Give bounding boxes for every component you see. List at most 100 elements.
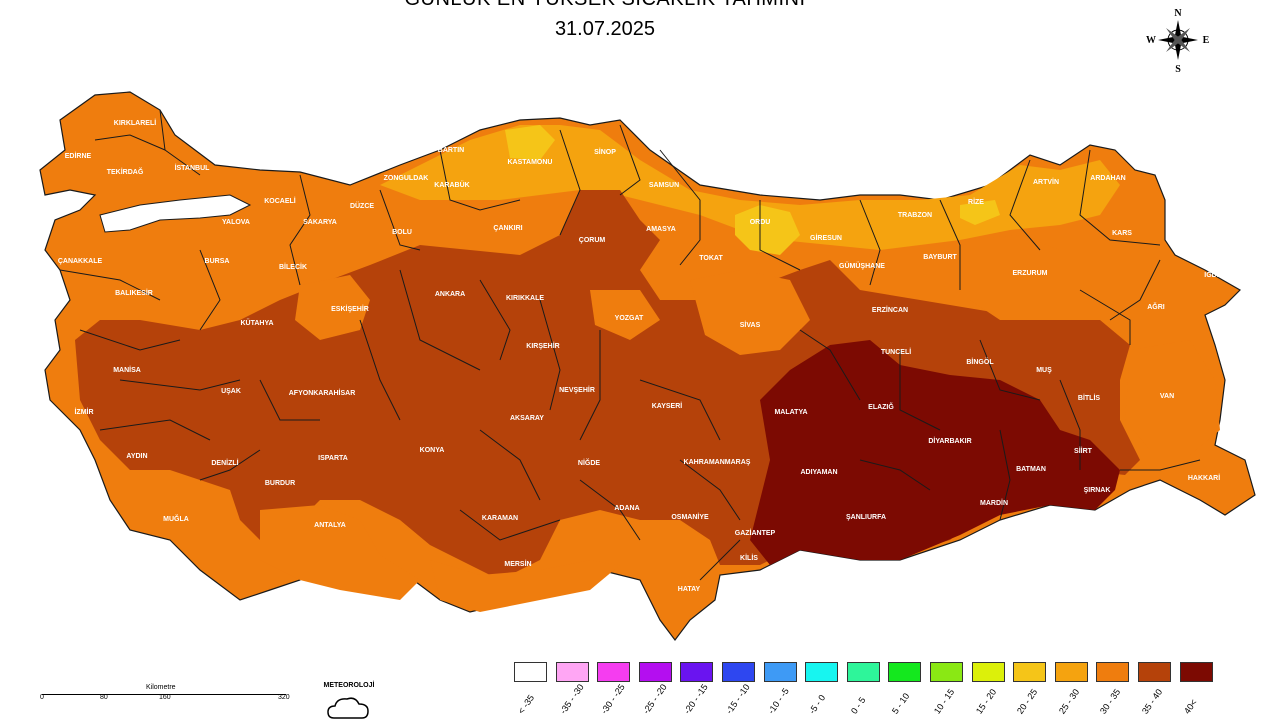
- province-label: SİNOP: [594, 148, 616, 156]
- province-label: KİLİS: [740, 554, 758, 562]
- legend-swatch: [846, 662, 880, 682]
- province-label: BOLU: [392, 229, 412, 236]
- province-label: AYDIN: [126, 453, 147, 460]
- patch-30-35-van: [1125, 340, 1220, 455]
- zone-20-25-kastamonu: [505, 125, 555, 160]
- logo-text: METEOROLOJİ: [323, 682, 375, 689]
- province-label: ÇANKIRI: [493, 225, 522, 232]
- province-label: RİZE: [968, 198, 984, 206]
- legend-swatch: [930, 662, 963, 682]
- province-label: AMASYA: [646, 226, 676, 233]
- province-label: BURSA: [205, 258, 230, 265]
- province-label: SİVAS: [740, 321, 761, 329]
- province-label: TEKİRDAĞ: [107, 167, 144, 176]
- province-label: KIRIKKALE: [506, 295, 544, 302]
- scale-line: [42, 694, 286, 695]
- legend-swatch: [514, 662, 547, 682]
- province-label: YALOVA: [222, 219, 250, 226]
- province-label: TRABZON: [898, 212, 932, 219]
- province-label: ORDU: [750, 219, 771, 226]
- province-label: KARAMAN: [482, 515, 518, 522]
- scale-tick-160: 160: [159, 694, 171, 701]
- patch-30-35-sivas: [690, 270, 810, 355]
- legend-swatch: [638, 662, 672, 682]
- province-label: BALIKESİR: [115, 289, 153, 297]
- scale-bar: Kilometre 0 80 160 320: [40, 684, 290, 714]
- province-label: MUĞLA: [163, 514, 189, 523]
- legend-swatch: [888, 662, 922, 682]
- province-label: KASTAMONU: [508, 159, 553, 166]
- province-label: KOCAELİ: [264, 197, 296, 205]
- compass-n: N: [1174, 8, 1182, 19]
- legend-swatch: [1179, 662, 1213, 682]
- province-label: MERSİN: [504, 560, 531, 568]
- province-label: GİRESUN: [810, 234, 842, 242]
- province-label: AFYONKARAHİSAR: [289, 389, 356, 397]
- province-label: ÇORUM: [579, 237, 606, 244]
- patch-30-35-antalya: [260, 505, 420, 600]
- province-label: MUŞ: [1036, 367, 1052, 374]
- legend-swatch: [971, 662, 1005, 682]
- province-label: BURDUR: [265, 480, 295, 487]
- province-label: ŞIRNAK: [1084, 487, 1111, 494]
- province-label: KONYA: [420, 447, 445, 454]
- province-label: SAKARYA: [303, 219, 337, 226]
- legend-swatch: [597, 662, 631, 682]
- province-label: ELAZIĞ: [868, 402, 894, 411]
- legend-swatch: [1013, 662, 1047, 682]
- legend-swatch: [1054, 662, 1088, 682]
- province-label: İSTANBUL: [175, 164, 211, 172]
- legend-swatch: [722, 662, 755, 682]
- province-label: DİYARBAKIR: [928, 437, 971, 445]
- province-label: KAYSERİ: [652, 402, 683, 410]
- province-label: DÜZCE: [350, 201, 374, 210]
- province-label: ÇANAKKALE: [58, 258, 103, 265]
- province-label: KARABÜK: [434, 180, 469, 189]
- province-label: EDİRNE: [65, 152, 92, 160]
- province-label: KARS: [1112, 230, 1132, 237]
- scale-title: Kilometre: [146, 684, 176, 691]
- patch-30-35-eskisehir: [295, 275, 370, 340]
- province-label: KIRKLARELİ: [114, 119, 156, 127]
- scale-tick-80: 80: [100, 694, 108, 701]
- province-label: BİLECİK: [279, 263, 307, 271]
- province-label: KIRŞEHİR: [526, 342, 559, 350]
- compass-rose: N E S W: [1146, 8, 1210, 75]
- legend-swatch: [805, 662, 839, 682]
- province-label: ANKARA: [435, 291, 465, 298]
- province-label: ERZİNCAN: [872, 306, 908, 314]
- province-label: IĞDIR: [1204, 270, 1223, 279]
- province-label: ISPARTA: [318, 455, 348, 462]
- province-label: ŞANLIURFA: [846, 514, 886, 521]
- province-label: ADIYAMAN: [800, 469, 837, 476]
- province-label: AĞRI: [1147, 302, 1165, 311]
- province-label: KAHRAMANMARAŞ: [684, 459, 751, 466]
- province-label: VAN: [1160, 393, 1174, 400]
- province-label: NEVŞEHİR: [559, 386, 595, 394]
- scale-tick-0: 0: [40, 694, 44, 701]
- legend-swatch: [1138, 662, 1171, 682]
- legend-swatch: [763, 662, 797, 682]
- legend-swatch: [555, 662, 589, 682]
- patch-30-35-erzurum: [960, 235, 1080, 320]
- province-label: NİĞDE: [578, 458, 601, 467]
- province-label: UŞAK: [221, 388, 241, 395]
- province-label: ARTVİN: [1033, 178, 1059, 186]
- province-label: ARDAHAN: [1090, 175, 1125, 182]
- province-label: ERZURUM: [1013, 270, 1048, 277]
- province-label: HAKKARİ: [1188, 474, 1220, 482]
- compass-s: S: [1175, 64, 1181, 75]
- province-label: MANİSA: [113, 366, 141, 374]
- compass-w: W: [1146, 35, 1156, 46]
- map-title: GÜNLÜK EN YÜKSEK SICAKLIK TAHMİNİ: [0, 0, 1210, 11]
- province-boundaries: [59, 109, 1201, 581]
- meteoroloji-logo: METEOROLOJİ: [322, 680, 376, 720]
- province-label: MARDİN: [980, 499, 1008, 507]
- province-label: BARTIN: [438, 147, 464, 154]
- province-label: KÜTAHYA: [240, 318, 273, 327]
- province-label: HATAY: [678, 586, 701, 593]
- scale-tick-320: 320: [278, 694, 290, 701]
- province-label: ESKİŞEHİR: [331, 305, 369, 313]
- zone-40-southeast: [750, 340, 1120, 565]
